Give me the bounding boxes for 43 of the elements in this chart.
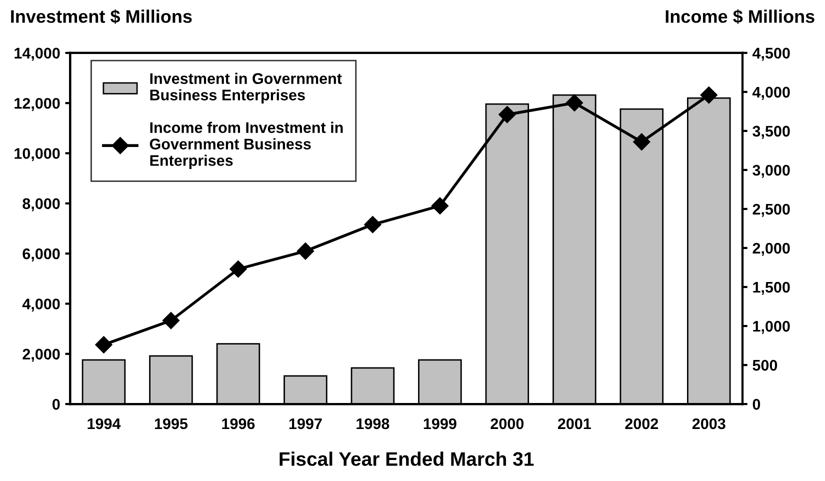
y-tick-label: 0 xyxy=(52,398,60,410)
x-tick-label: 2003 xyxy=(692,418,726,430)
x-tick-label: 2000 xyxy=(490,418,524,430)
x-tick-label: 1998 xyxy=(356,418,390,430)
x-axis-title: Fiscal Year Ended March 31 xyxy=(280,452,534,466)
point xyxy=(364,216,382,234)
x-tick-label: 1997 xyxy=(289,418,322,430)
y2-tick-label: 2,500 xyxy=(752,204,790,217)
y2-tick-label: 0 xyxy=(752,398,760,410)
y2-tick-label: 4,000 xyxy=(752,86,790,100)
point xyxy=(431,197,448,214)
y-tick-label: 10,000 xyxy=(14,148,60,162)
x-tick-label: 2001 xyxy=(558,418,591,430)
point xyxy=(700,86,718,104)
y2-tick-label: 4,500 xyxy=(752,48,790,61)
point xyxy=(498,106,516,124)
point xyxy=(95,336,112,354)
x-tick-label: 1994 xyxy=(88,418,121,430)
legend-label: Income from Investment in Government Business Enterprises xyxy=(150,122,343,169)
y-tick-label: 12,000 xyxy=(14,98,60,111)
y2-axis-title: Income $ Millions xyxy=(666,9,814,24)
y-tick-label: 14,000 xyxy=(14,48,60,61)
y2-tick-label: 1,500 xyxy=(753,282,790,295)
y-axis-title: Investment $ Millions xyxy=(11,9,192,24)
y2-tick-label: 1,000 xyxy=(753,320,790,334)
point xyxy=(162,312,180,330)
point xyxy=(296,242,314,260)
legend-label: Investment in Government Business Enterprises xyxy=(150,72,342,104)
y2-tick-label: 2,000 xyxy=(752,242,790,256)
y-tick-label: 8,000 xyxy=(22,198,60,212)
x-tick-label: 1995 xyxy=(154,418,188,430)
y2-tick-label: 3,000 xyxy=(752,164,790,178)
point xyxy=(230,260,247,278)
y-tick-label: 4,000 xyxy=(22,298,60,312)
point xyxy=(633,133,650,150)
y-tick-label: 6,000 xyxy=(22,248,60,262)
x-tick-label: 2002 xyxy=(625,418,658,430)
y2-tick-label: 3,500 xyxy=(752,126,790,139)
point xyxy=(566,94,583,112)
y-tick-label: 2,000 xyxy=(22,348,60,362)
y2-tick-label: 500 xyxy=(752,360,778,371)
x-tick-label: 1999 xyxy=(424,418,456,430)
x-tick-label: 1996 xyxy=(222,418,255,430)
